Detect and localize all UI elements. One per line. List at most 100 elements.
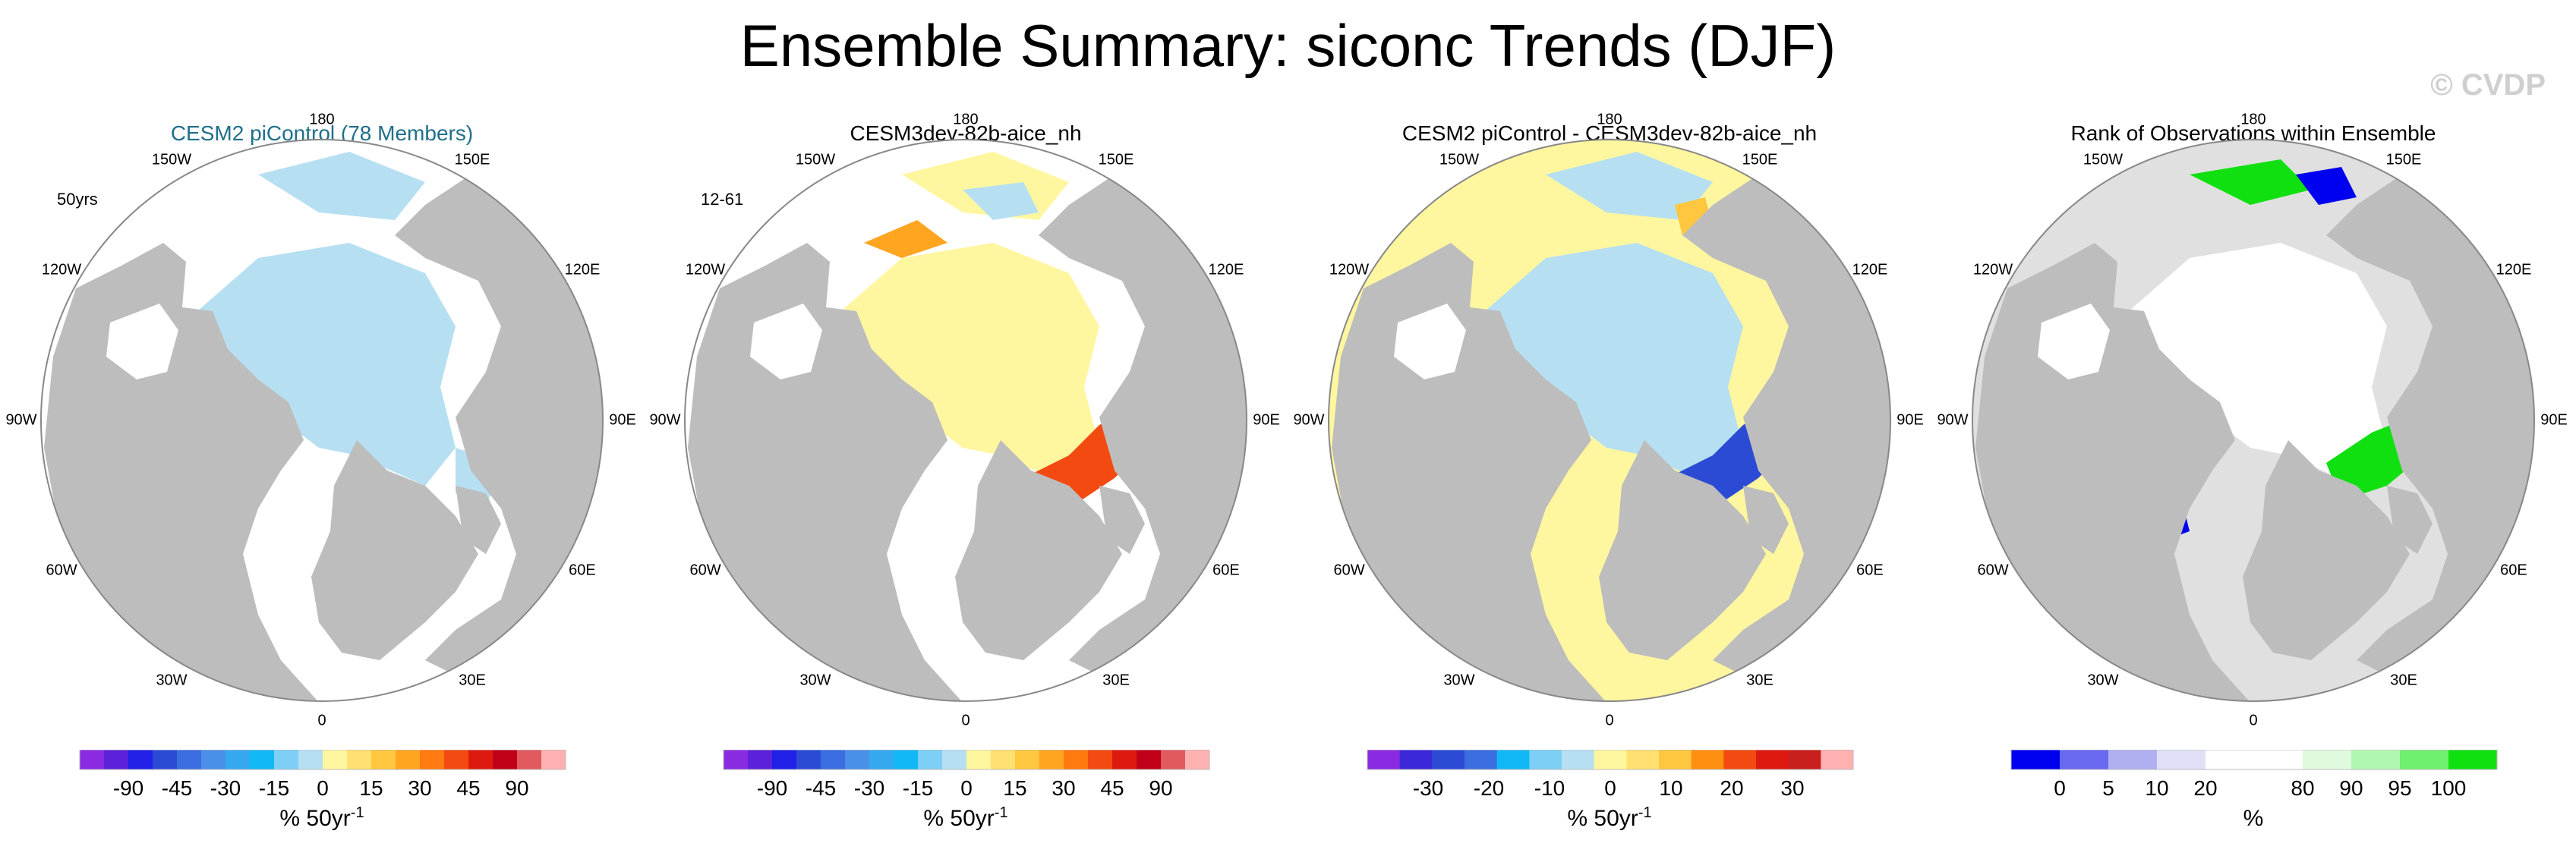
longitude-label: 60W	[1977, 562, 2009, 579]
colorbar-tick-label: 20	[2193, 776, 2217, 800]
colorbar-swatch	[942, 750, 967, 769]
colorbar-swatch	[444, 750, 469, 769]
colorbar-tick-label: -20	[1474, 776, 1504, 800]
colorbar-outline	[723, 750, 1210, 770]
colorbar-tick-label: 10	[1659, 776, 1682, 800]
arctic-ocean-trend	[1485, 243, 1743, 486]
longitude-label: 90W	[1937, 411, 1969, 429]
colorbar-swatch	[1723, 750, 1757, 769]
longitude-label: 0	[1605, 712, 1614, 729]
colorbar-swatch	[1185, 750, 1210, 769]
land-mass	[955, 440, 1122, 660]
longitude-label: 120E	[1208, 261, 1244, 279]
longitude-label: 150E	[454, 151, 490, 168]
colorbar-swatch	[2108, 750, 2158, 769]
longitude-label: 0	[961, 712, 970, 729]
colorbar-swatch	[821, 750, 846, 769]
colorbar-swatch	[468, 750, 493, 769]
panel-difference: CESM2 piControl - CESM3dev-82b-aice_nh 1…	[1288, 112, 1931, 856]
colorbar-swatch	[371, 750, 396, 769]
colorbar-swatch	[225, 750, 251, 769]
units-text: % 50yr	[1567, 806, 1638, 831]
colorbar-units: % 50yr-1	[0, 804, 644, 832]
map-border	[1328, 139, 1891, 702]
land-mass	[1099, 486, 1145, 554]
colorbar-tick-label: 90	[1149, 776, 1172, 800]
colorbar-swatch	[1465, 750, 1498, 769]
chukchi-positive	[864, 220, 947, 258]
arctic-ocean-trend	[197, 243, 456, 486]
panel-period-label: 50yrs	[57, 190, 98, 209]
colorbar-swatch	[918, 750, 943, 769]
hudson-bay	[1394, 304, 1466, 379]
longitude-label: 90E	[1253, 411, 1280, 429]
colorbar-swatch	[128, 750, 153, 769]
longitude-label: 180	[309, 111, 335, 128]
longitude-label: 120W	[1329, 261, 1370, 279]
colorbar-outline	[79, 750, 566, 770]
colorbar-swatch	[724, 750, 749, 769]
map-border	[1972, 139, 2535, 702]
arctic-ocean-trend	[841, 243, 1099, 486]
colorbar-swatch	[894, 750, 919, 769]
colorbar-swatch	[845, 750, 870, 769]
longitude-label: 30E	[459, 672, 486, 689]
panel-period-label: 12-61	[701, 190, 744, 209]
colorbar-tick-label: 100	[2431, 776, 2467, 800]
cvdp-watermark: © CVDP	[2430, 68, 2546, 102]
colorbar-tick-label: -30	[210, 776, 241, 800]
longitude-label: 120E	[564, 261, 601, 279]
colorbar-swatch	[772, 750, 797, 769]
colorbar-swatch	[1039, 750, 1064, 769]
colorbar-tick-label: 45	[1100, 776, 1124, 800]
colorbar-tick-label: -45	[162, 776, 192, 800]
colorbar-tick-label: -90	[113, 776, 143, 800]
colorbar-tick-label: -30	[1413, 776, 1443, 800]
longitude-label: 30W	[2087, 672, 2119, 689]
colorbar-tick-label: -15	[259, 776, 289, 800]
units-text: % 50yr	[279, 806, 351, 831]
colorbar-swatch	[2448, 750, 2498, 769]
longitude-label: 0	[317, 712, 326, 729]
longitude-label: 30E	[1102, 672, 1130, 689]
longitude-label: 90W	[1293, 411, 1325, 429]
colorbar-swatch	[104, 750, 129, 769]
colorbar-swatch	[1432, 750, 1465, 769]
colorbar-swatch	[2254, 750, 2303, 769]
longitude-label: 180	[2240, 111, 2266, 128]
longitude-label: 150E	[2385, 151, 2422, 168]
colorbar-swatch	[1496, 750, 1530, 769]
polar-map	[40, 139, 604, 702]
colorbar-swatch	[966, 750, 992, 769]
colorbar-swatch	[517, 750, 542, 769]
colorbar-swatch	[2157, 750, 2206, 769]
colorbar-swatch	[1788, 750, 1821, 769]
colorbar-swatch	[2011, 750, 2060, 769]
units-text: % 50yr	[923, 806, 995, 831]
longitude-label: 90W	[5, 411, 37, 429]
longitude-label: 150E	[1742, 151, 1778, 168]
colorbar-units: % 50yr-1	[644, 804, 1288, 832]
colorbar-swatch	[2351, 750, 2401, 769]
colorbar-outline	[1367, 750, 1854, 770]
colorbar-swatch	[2206, 750, 2255, 769]
longitude-label: 90E	[609, 411, 636, 429]
colorbar-swatch	[1112, 750, 1137, 769]
colorbar-swatch	[420, 750, 445, 769]
colorbar-swatch	[80, 750, 105, 769]
land-mass	[395, 159, 603, 675]
colorbar: -90 -45 -30 -15 0 15 30 45 90	[79, 750, 566, 800]
colorbar-tick-label: -10	[1534, 776, 1565, 800]
colorbar: -90 -45 -30 -15 0 15 30 45 90	[723, 750, 1210, 800]
okhotsk-negative	[963, 182, 1039, 220]
colorbar-swatch	[1064, 750, 1089, 769]
hudson-bay	[2038, 304, 2110, 379]
land-mass	[311, 440, 478, 660]
longitude-label: 60E	[569, 562, 596, 579]
units-exponent: -1	[994, 804, 1008, 821]
colorbar-tick-label: -30	[854, 776, 884, 800]
colorbar-swatch	[323, 750, 348, 769]
colorbar-tick-label: 15	[359, 776, 383, 800]
longitude-label: 30W	[1443, 672, 1475, 689]
colorbar-tick-label: 80	[2291, 776, 2314, 800]
